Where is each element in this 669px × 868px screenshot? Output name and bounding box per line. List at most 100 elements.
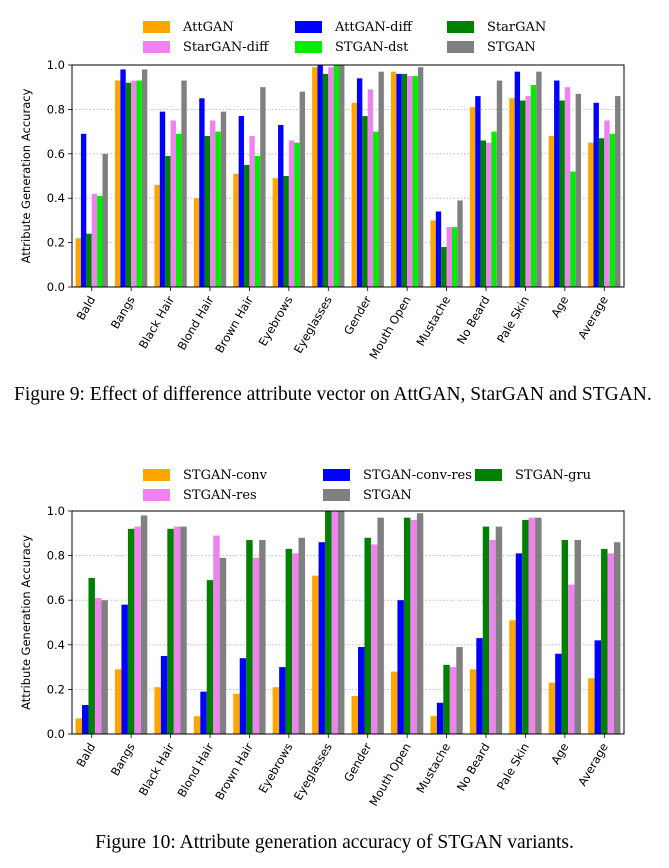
bar [515, 553, 523, 734]
bar [351, 696, 359, 734]
bar [570, 171, 576, 287]
bar [574, 539, 582, 734]
bar [199, 98, 205, 287]
x-tick-label: Bald [73, 741, 98, 770]
bar [407, 76, 413, 287]
x-tick-label: Blond Hair [174, 293, 216, 352]
bar [607, 553, 614, 734]
bar [456, 647, 463, 734]
bar [362, 116, 368, 287]
figure-caption: Figure 9: Effect of difference attribute… [14, 384, 652, 405]
bar [215, 131, 221, 287]
legend-label: STGAN [363, 488, 412, 503]
bar [396, 73, 402, 287]
bar [356, 78, 363, 287]
legend-label: AttGAN-diff [334, 20, 414, 35]
legend-swatch [143, 469, 170, 481]
bar [254, 156, 261, 287]
bar [351, 102, 357, 288]
bar [165, 156, 171, 287]
plot-frame [71, 510, 625, 735]
figure-9: AttGAN AttGAN-diff StarGAN StarGAN-diff STGA… [14, 20, 652, 405]
bar [298, 537, 306, 734]
bar [210, 120, 216, 287]
bar [480, 140, 486, 287]
x-tick-label: Bald [73, 294, 98, 323]
bar [615, 96, 621, 287]
bar [97, 195, 103, 287]
legend-label: STGAN [487, 40, 536, 55]
legend-swatch [143, 489, 170, 501]
bar [397, 600, 404, 734]
x-tick-label: No Beard [454, 741, 493, 794]
y-tick-label: 0.4 [47, 191, 65, 205]
bar [136, 80, 142, 287]
bar [141, 69, 148, 287]
y-axis-label: Attribute Generation Accuracy [19, 88, 33, 263]
bar [233, 693, 240, 734]
x-tick-label: Mouth Open [366, 741, 413, 809]
bar [288, 140, 295, 287]
bar [575, 93, 582, 287]
bar [131, 80, 137, 287]
y-tick-label: 0.0 [47, 280, 65, 294]
bar [75, 238, 81, 287]
bar [364, 537, 371, 734]
bar [491, 131, 497, 287]
y-tick-label: 0.0 [47, 727, 65, 741]
x-tick-label: Age [548, 741, 571, 767]
bar [318, 542, 326, 734]
legend-swatch [447, 21, 474, 33]
bar [252, 557, 260, 734]
bar [91, 193, 98, 287]
legend-swatch [295, 21, 322, 33]
bar [561, 539, 569, 734]
x-tick-label: Pale Skin [494, 294, 532, 346]
bar [272, 178, 279, 287]
y-tick-label: 0.8 [47, 549, 65, 563]
bar [94, 597, 102, 734]
bar [279, 667, 286, 734]
bar [536, 71, 542, 287]
bar [417, 67, 424, 287]
bar [170, 120, 176, 287]
bar [446, 227, 452, 287]
bar [312, 67, 318, 287]
bar [283, 176, 289, 287]
bar [378, 71, 384, 287]
plot-frame [71, 64, 625, 288]
bar [160, 655, 168, 734]
bar [312, 575, 319, 734]
bar [451, 227, 458, 287]
x-tick-label: Brown Hair [212, 740, 256, 802]
legend-swatch [295, 41, 322, 53]
bar [520, 100, 526, 288]
y-tick-label: 0.4 [47, 638, 65, 652]
bar [436, 702, 444, 734]
y-tick-label: 0.2 [47, 682, 65, 696]
y-tick-label: 1.0 [47, 58, 65, 72]
bar [367, 89, 374, 287]
bar [260, 87, 266, 287]
bar [193, 198, 200, 287]
chart-figure-9: AttGAN AttGAN-diff StarGAN StarGAN-diff STGA… [19, 20, 625, 361]
bar [495, 526, 503, 734]
x-tick-label: Average [575, 294, 611, 342]
bar [325, 511, 332, 734]
bar [441, 247, 447, 287]
bar [403, 517, 411, 734]
bar [514, 71, 521, 287]
bar [120, 69, 126, 287]
bar [114, 80, 121, 287]
bar [259, 539, 266, 734]
bar [377, 517, 384, 734]
x-tick-label: Black Hair [136, 293, 177, 351]
bar [476, 638, 483, 734]
bar [125, 82, 132, 287]
x-tick-label: Mustache [413, 294, 453, 349]
bar [601, 548, 608, 734]
bar [554, 80, 560, 287]
y-tick-label: 1.0 [47, 504, 65, 518]
bar [522, 519, 529, 734]
bar [509, 620, 516, 734]
